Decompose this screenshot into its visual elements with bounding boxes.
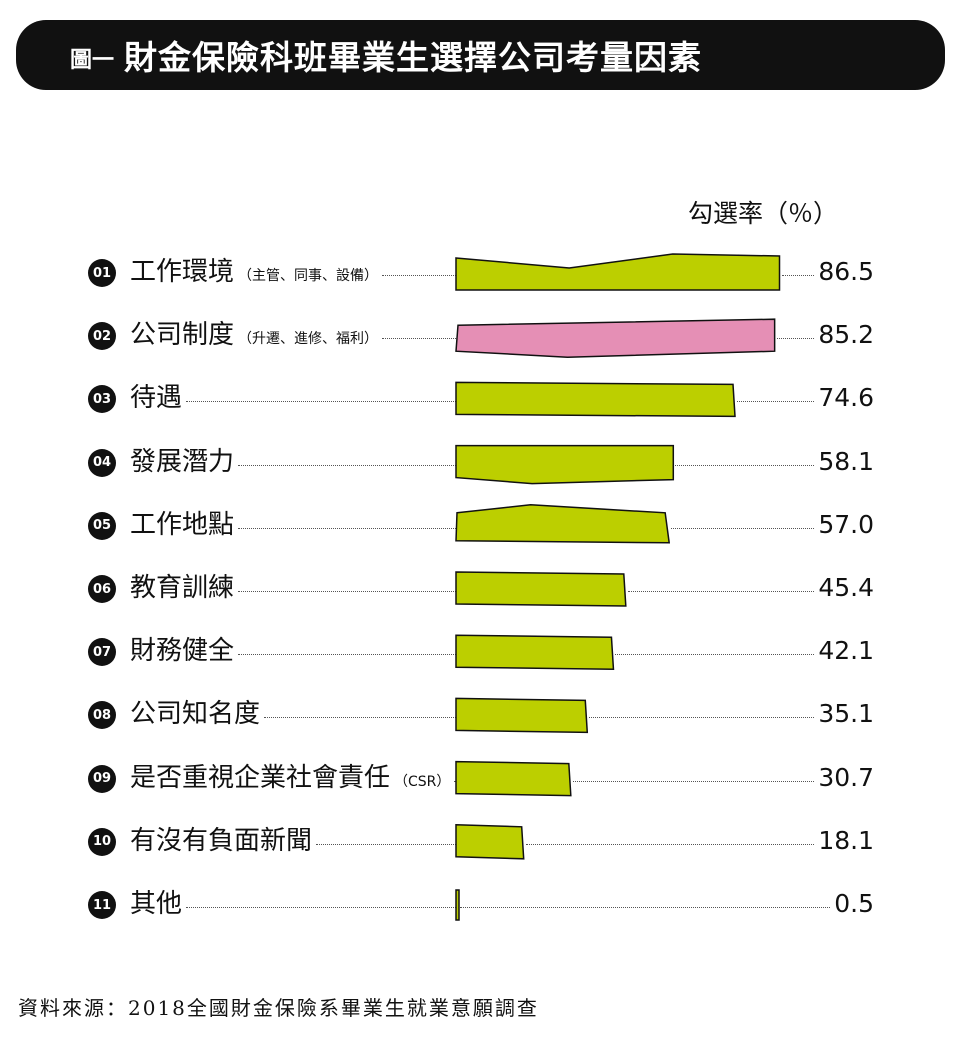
rank-badge: 11 [88, 891, 116, 919]
category-name: 發展潛力 [130, 446, 235, 477]
category-name: 財務健全 [130, 636, 235, 667]
category-label: 工作地點 [130, 508, 234, 542]
bar [455, 697, 589, 734]
leader-dots [382, 275, 456, 276]
rank-badge: 10 [88, 827, 116, 856]
leader-dots [615, 654, 815, 656]
unit-label: 勾選率（％） [688, 199, 839, 228]
bar-row: 07 財務健全 42.1 [0, 632, 962, 672]
category-name: 待遇 [130, 383, 183, 414]
leader-dots [382, 338, 456, 340]
bar-row: 11 其他 0.5 [0, 885, 962, 925]
category-name: 是否重視企業社會責任 [130, 762, 391, 793]
category-note: （主管、同事、設備） [238, 268, 379, 284]
rank-badge: 04 [88, 448, 116, 477]
value-label: 86.5 [818, 257, 874, 286]
bar [455, 253, 781, 291]
bar-row: 02 公司制度 （升遷、進修、福利） 85.2 [0, 316, 962, 356]
category-label: 有沒有負面新聞 [130, 824, 312, 858]
category-label: 教育訓練 [130, 571, 234, 605]
rank-badge: 01 [88, 259, 116, 287]
leader-dots [238, 591, 456, 592]
leader-dots [627, 591, 815, 592]
leader-dots [675, 464, 815, 466]
leader-dots [589, 717, 815, 719]
leader-dots [238, 654, 456, 656]
category-label: 財務健全 [130, 634, 234, 668]
category-label: 待遇 [130, 381, 182, 415]
value-label: 35.1 [818, 699, 874, 729]
leader-dots [781, 275, 815, 276]
value-label: 45.4 [818, 573, 874, 602]
category-label: 發展潛力 [130, 445, 234, 479]
bar-row: 06 教育訓練 45.4 [0, 569, 962, 609]
leader-dots [238, 527, 456, 529]
category-label: 公司知名度 [130, 697, 260, 731]
leader-dots [525, 843, 815, 845]
figure-number: 圖一 [70, 48, 115, 73]
leader-dots [454, 780, 456, 782]
bar-row: 04 發展潛力 58.1 [0, 443, 962, 483]
rank-badge: 06 [88, 575, 116, 603]
leader-dots [572, 780, 815, 782]
rank-badge: 03 [88, 385, 116, 414]
leader-dots [671, 527, 815, 529]
value-label: 42.1 [818, 636, 874, 666]
leader-dots [186, 401, 456, 403]
title-bar: 圖一 財金保險科班畢業生選擇公司考量因素 [16, 20, 945, 90]
leader-dots [459, 907, 831, 908]
category-name: 工作地點 [130, 509, 235, 540]
bar-row: 08 公司知名度 35.1 [0, 695, 962, 735]
category-name: 公司知名度 [130, 699, 261, 730]
leader-dots [776, 338, 815, 340]
rank-badge: 08 [88, 701, 116, 730]
bar-row: 09 是否重視企業社會責任 （CSR） 30.7 [0, 759, 962, 799]
rank-badge: 07 [88, 638, 116, 667]
leader-dots [238, 464, 456, 466]
value-label: 57.0 [818, 509, 874, 539]
category-label: 是否重視企業社會責任 （CSR） [130, 761, 450, 799]
bar [455, 444, 675, 485]
bar-row: 01 工作環境 （主管、同事、設備） 86.5 [0, 253, 962, 293]
bar [455, 504, 671, 544]
bar [455, 381, 736, 418]
source-note: 資料來源：2018全國財金保險系畢業生就業意願調查 [18, 996, 539, 1020]
category-name: 有沒有負面新聞 [130, 825, 313, 856]
bar-row: 05 工作地點 57.0 [0, 506, 962, 546]
value-label: 58.1 [818, 446, 874, 476]
bar [455, 571, 627, 607]
value-label: 30.7 [818, 762, 874, 792]
rank-badge: 02 [88, 322, 116, 351]
value-label: 0.5 [834, 889, 874, 918]
bar [455, 760, 572, 797]
leader-dots [316, 843, 456, 845]
category-name: 教育訓練 [130, 573, 235, 603]
bar [455, 824, 525, 860]
rank-badge: 09 [88, 764, 116, 793]
bar [455, 318, 776, 358]
bar [455, 634, 615, 670]
bar-row: 03 待遇 74.6 [0, 379, 962, 419]
category-note: （CSR） [394, 773, 451, 790]
leader-dots [737, 401, 815, 403]
category-label: 工作環境 （主管、同事、設備） [130, 255, 378, 293]
bar [455, 889, 460, 921]
category-name: 公司制度 [130, 320, 235, 351]
category-label: 公司制度 （升遷、進修、福利） [130, 318, 378, 356]
value-label: 74.6 [818, 383, 874, 413]
rank-badge: 05 [88, 511, 116, 540]
value-label: 18.1 [818, 825, 874, 855]
category-name: 其他 [130, 889, 183, 919]
leader-dots [186, 907, 456, 908]
category-label: 其他 [130, 887, 182, 921]
bar-row: 10 有沒有負面新聞 18.1 [0, 822, 962, 862]
category-note: （升遷、進修、福利） [238, 331, 379, 348]
category-name: 工作環境 [130, 257, 235, 287]
leader-dots [264, 717, 456, 719]
chart-title: 財金保險科班畢業生選擇公司考量因素 [124, 38, 703, 77]
value-label: 85.2 [818, 320, 874, 350]
